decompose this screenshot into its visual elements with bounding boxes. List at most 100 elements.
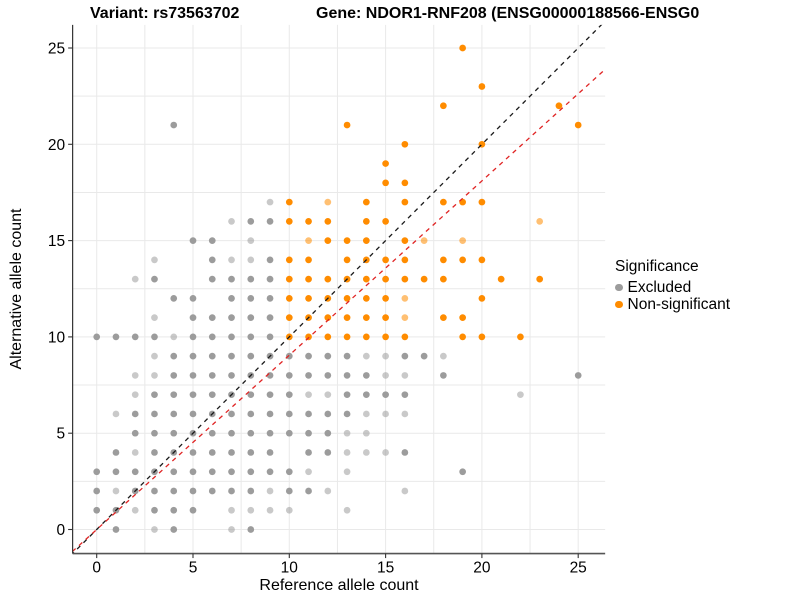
non-significant-point: [459, 314, 466, 321]
excluded-point: [131, 449, 139, 456]
non-significant-point: [401, 256, 409, 264]
x-axis-title: Reference allele count: [259, 577, 419, 594]
excluded-point: [208, 468, 216, 476]
non-significant-point: [362, 217, 370, 225]
excluded-point: [189, 410, 197, 418]
excluded-point: [170, 410, 178, 418]
excluded-point: [112, 526, 120, 533]
non-significant-point: [478, 83, 486, 90]
non-significant-point: [305, 237, 312, 244]
non-significant-point: [459, 44, 466, 52]
excluded-point: [324, 391, 332, 399]
excluded-point: [170, 526, 178, 533]
expected-ratio-line: [72, 68, 606, 553]
excluded-point: [151, 487, 158, 495]
non-significant-point: [440, 275, 447, 283]
excluded-point: [208, 487, 216, 495]
excluded-point: [189, 333, 197, 341]
excluded-point: [266, 256, 274, 264]
excluded-point: [151, 429, 158, 437]
excluded-point: [266, 468, 274, 476]
excluded-point: [228, 372, 235, 379]
excluded-point: [247, 295, 255, 302]
excluded-point: [208, 314, 216, 321]
non-significant-point: [382, 160, 389, 167]
non-significant-point: [362, 333, 370, 341]
non-significant-point: [401, 179, 409, 187]
excluded-point: [362, 391, 370, 399]
y-tick-label: 20: [48, 137, 66, 154]
excluded-point: [343, 391, 351, 399]
excluded-point: [324, 352, 332, 360]
excluded-point: [151, 256, 158, 264]
non-significant-point: [401, 295, 409, 302]
excluded-point: [305, 487, 312, 495]
excluded-point: [247, 487, 255, 495]
y-tick-label: 5: [57, 426, 66, 443]
excluded-point: [151, 449, 158, 456]
excluded-point: [228, 468, 235, 476]
excluded-point: [459, 468, 466, 476]
non-significant-point: [343, 256, 351, 264]
excluded-point: [112, 468, 120, 476]
non-significant-point: [401, 275, 409, 283]
excluded-point: [305, 352, 312, 360]
non-significant-point: [382, 333, 389, 341]
non-significant-point: [478, 256, 486, 264]
excluded-point: [228, 506, 235, 514]
excluded-point: [382, 372, 389, 379]
excluded-point: [228, 429, 235, 437]
excluded-point: [170, 295, 178, 302]
excluded-point: [151, 506, 158, 514]
excluded-point: [208, 449, 216, 456]
excluded-point: [343, 468, 351, 476]
excluded-point: [305, 429, 312, 437]
excluded-point: [324, 410, 332, 418]
x-tick-label: 10: [281, 560, 299, 577]
excluded-point: [247, 526, 255, 533]
excluded-point: [285, 352, 293, 360]
excluded-point: [151, 275, 158, 283]
excluded-point: [362, 449, 370, 456]
excluded-point: [247, 352, 255, 360]
y-tick-label: 10: [48, 329, 66, 346]
excluded-point: [343, 410, 351, 418]
legend-title: Significance: [615, 258, 699, 275]
excluded-point: [324, 372, 332, 379]
excluded-point: [324, 487, 332, 495]
non-significant-point: [440, 256, 447, 264]
excluded-point: [247, 314, 255, 321]
excluded-point: [189, 352, 197, 360]
non-significant-point: [459, 333, 466, 341]
excluded-point: [266, 295, 274, 302]
non-significant-point: [420, 275, 428, 283]
excluded-point: [401, 352, 409, 360]
non-significant-point: [324, 275, 332, 283]
excluded-point: [93, 487, 101, 495]
excluded-point: [208, 352, 216, 360]
non-significant-point: [382, 256, 389, 264]
excluded-point: [170, 429, 178, 437]
excluded-point: [170, 372, 178, 379]
excluded-point: [285, 429, 293, 437]
x-tick-label: 0: [92, 560, 101, 577]
excluded-point: [93, 468, 101, 476]
excluded-point: [324, 429, 332, 437]
excluded-point: [343, 506, 351, 514]
excluded-point: [170, 468, 178, 476]
non-significant-point: [343, 333, 351, 341]
excluded-point: [170, 333, 178, 341]
x-tick-label: 25: [570, 560, 587, 577]
excluded-point: [151, 372, 158, 379]
excluded-point: [189, 391, 197, 399]
excluded-point: [189, 314, 197, 321]
excluded-point: [401, 449, 409, 456]
excluded-point: [208, 372, 216, 379]
non-significant-point: [324, 237, 332, 244]
excluded-point: [189, 506, 197, 514]
excluded-point: [440, 352, 447, 360]
excluded-point: [208, 391, 216, 399]
non-significant-point: [343, 237, 351, 244]
non-significant-point: [420, 237, 428, 244]
excluded-point: [247, 256, 255, 264]
